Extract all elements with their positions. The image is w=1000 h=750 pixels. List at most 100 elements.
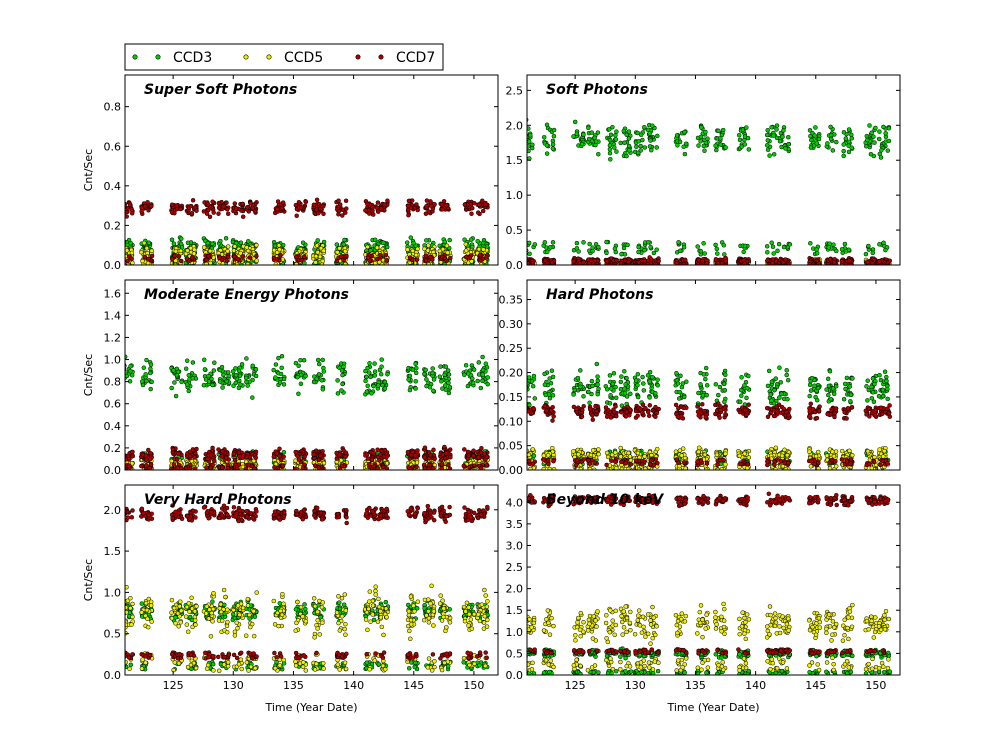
data-point: [721, 243, 727, 248]
data-point: [148, 362, 154, 367]
legend-box: [124, 43, 444, 71]
data-point: [865, 259, 870, 265]
data-point: [280, 200, 286, 205]
data-point: [674, 370, 679, 376]
y-tick-label: 0.6: [104, 140, 122, 153]
data-point: [296, 199, 302, 205]
data-point: [363, 368, 368, 374]
data-point: [530, 260, 536, 265]
data-point: [233, 380, 239, 386]
data-point: [371, 212, 376, 217]
data-point: [224, 207, 230, 212]
data-point: [645, 240, 651, 245]
data-point: [527, 385, 529, 390]
data-point: [375, 447, 380, 452]
data-point: [739, 375, 744, 380]
data-point: [248, 200, 253, 206]
data-point: [278, 371, 284, 377]
data-point: [240, 201, 245, 207]
data-point: [716, 392, 721, 398]
data-point: [364, 374, 369, 380]
data-point: [370, 205, 375, 210]
data-point: [337, 246, 342, 251]
data-point: [376, 383, 381, 388]
data-point: [700, 258, 705, 264]
data-point: [649, 147, 654, 153]
data-point: [587, 400, 592, 406]
data-point: [302, 454, 307, 459]
data-point: [641, 388, 647, 393]
data-point: [446, 462, 451, 468]
data-point: [477, 257, 483, 263]
data-point: [677, 139, 683, 145]
data-point: [814, 247, 819, 252]
data-point: [586, 136, 592, 142]
data-point: [120, 462, 124, 466]
data-point: [636, 260, 641, 265]
data-point: [626, 143, 632, 149]
y-tick-label: 0.4: [104, 180, 122, 193]
data-point: [877, 151, 883, 157]
data-point: [815, 385, 821, 391]
data-point: [624, 394, 630, 399]
data-point: [317, 254, 323, 260]
data-point: [484, 462, 489, 468]
data-point: [231, 451, 237, 456]
data-point: [411, 240, 416, 246]
data-point: [677, 389, 683, 395]
data-point: [405, 207, 411, 213]
data-point: [610, 124, 615, 130]
data-point: [439, 462, 445, 467]
data-point: [581, 260, 586, 265]
data-point: [480, 367, 486, 373]
data-point: [206, 379, 212, 384]
data-point: [279, 353, 285, 359]
data-point: [129, 256, 134, 261]
data-point: [777, 138, 783, 144]
data-point: [781, 128, 786, 133]
data-point: [784, 372, 789, 378]
data-point: [681, 144, 686, 149]
data-point: [550, 146, 556, 151]
data-point: [807, 393, 812, 399]
plot-frame: [124, 74, 499, 266]
data-point: [319, 378, 325, 383]
data-point: [765, 258, 770, 263]
data-point: [468, 237, 474, 242]
data-point: [648, 138, 653, 143]
data-point: [636, 249, 641, 255]
data-point: [424, 204, 429, 209]
data-point: [635, 382, 640, 388]
data-point: [655, 383, 660, 388]
data-point: [223, 236, 229, 241]
data-point: [574, 240, 580, 246]
data-point: [252, 466, 257, 470]
data-point: [830, 148, 836, 153]
data-point: [316, 210, 321, 216]
data-point: [863, 144, 869, 149]
data-point: [721, 381, 727, 387]
y-tick-label: 0.6: [104, 398, 122, 411]
data-point: [843, 136, 849, 141]
data-point: [581, 240, 586, 245]
data-point: [139, 249, 144, 255]
data-point: [461, 463, 467, 469]
data-point: [141, 365, 147, 370]
data-point: [742, 142, 748, 147]
data-point: [830, 386, 836, 391]
data-point: [253, 455, 259, 461]
data-point: [298, 381, 304, 387]
data-point: [366, 207, 372, 213]
data-point: [575, 375, 581, 381]
data-point: [527, 257, 529, 263]
data-point: [311, 379, 317, 385]
data-point: [205, 240, 211, 246]
data-point: [271, 255, 277, 261]
data-point: [128, 364, 133, 369]
data-point: [445, 250, 450, 255]
data-point: [527, 240, 532, 246]
data-point: [372, 361, 377, 366]
data-point: [771, 133, 776, 138]
data-points: [125, 197, 490, 265]
